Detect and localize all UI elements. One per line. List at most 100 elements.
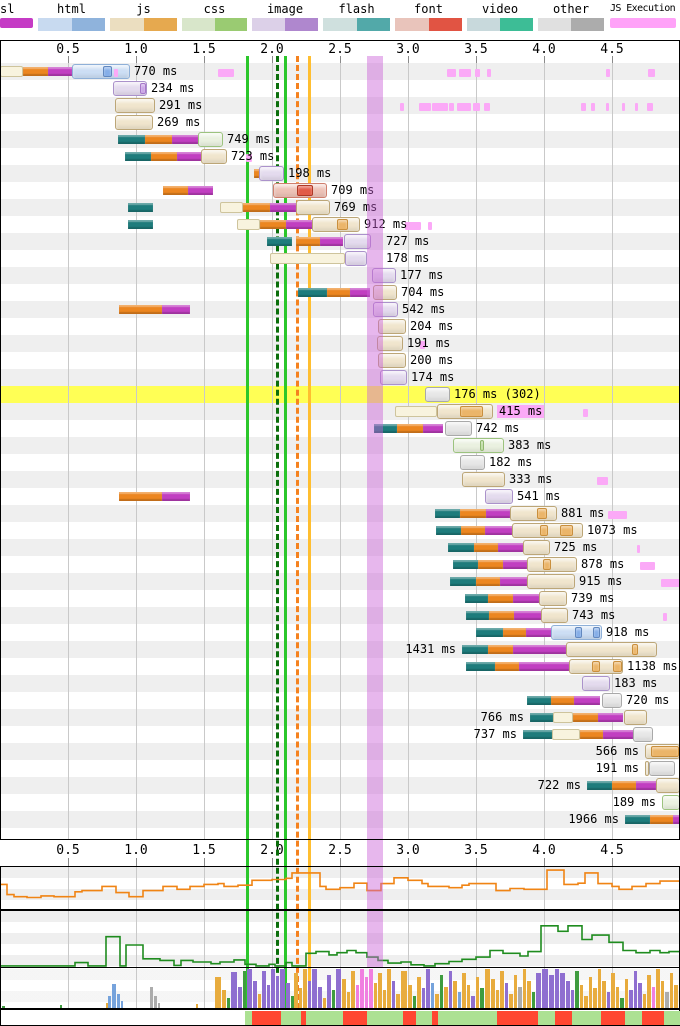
request-row[interactable]: 723 ms [0,148,680,165]
request-row[interactable]: 722 ms [0,777,680,794]
segment-other [649,761,675,776]
segment-magenta [519,662,569,671]
request-time-label: 198 ms [288,166,332,180]
request-row[interactable]: 912 ms [0,216,680,233]
request-row[interactable]: 415 ms [0,403,680,420]
axis-tick-label: 3.5 [464,42,488,57]
axis-tick-label: 1.5 [192,843,216,858]
segment-orange [151,152,177,161]
request-row[interactable]: 1073 ms [0,522,680,539]
request-row[interactable]: 918 ms [0,624,680,641]
request-row[interactable]: 177 ms [0,267,680,284]
request-row[interactable]: 269 ms [0,114,680,131]
main-thread-activity-bar [247,969,252,1008]
request-row[interactable]: 189 ms [0,794,680,811]
request-row[interactable]: 182 ms [0,454,680,471]
request-row[interactable]: 720 ms [0,692,680,709]
axis-tick-label: 0.5 [56,42,80,57]
main-thread-activity-bar [467,985,470,1008]
gridline [408,866,409,1009]
request-time-label: 749 ms [227,132,271,146]
request-row[interactable]: 725 ms [0,539,680,556]
main-thread-activity-bar [117,994,120,1008]
segment-orange [495,662,519,671]
segment-js [377,336,403,351]
request-row[interactable]: 766 ms [0,709,680,726]
request-row[interactable]: 333 ms [0,471,680,488]
request-time-label: 269 ms [157,115,201,129]
legend-item-js: js [110,2,177,31]
segment-orange [254,169,259,178]
request-row[interactable]: 709 ms [0,182,680,199]
request-row[interactable]: 541 ms [0,488,680,505]
request-row[interactable]: 770 ms [0,63,680,80]
request-row[interactable]: 769 ms [0,199,680,216]
main-thread-activity-bar [342,979,346,1008]
main-thread-activity-bar [514,975,517,1008]
request-row[interactable]: 704 ms [0,284,680,301]
request-row[interactable]: 749 ms [0,131,680,148]
request-row[interactable]: 878 ms [0,556,680,573]
request-row[interactable]: 881 ms [0,505,680,522]
main-thread-activity-bar [299,988,302,1008]
axis-tick-mark [272,56,273,63]
main-thread-activity-bar [523,969,526,1008]
main-thread-activity-bar [593,988,597,1008]
request-row[interactable]: 743 ms [0,607,680,624]
segment-teal [128,203,153,212]
legend-item-video: video [467,2,533,31]
segment-magenta [162,492,190,501]
request-row[interactable]: 737 ms [0,726,680,743]
request-row[interactable]: 383 ms [0,437,680,454]
request-row[interactable]: 742 ms [0,420,680,437]
axis-tick-label: 0.5 [56,843,80,858]
main-thread-activity-bar [616,987,619,1008]
request-row[interactable]: 566 ms [0,743,680,760]
request-row[interactable]: 234 ms [0,80,680,97]
main-thread-activity-bar [383,990,386,1008]
js-execution-blip [597,477,608,485]
request-row[interactable]: 1966 ms [0,811,680,828]
main-thread-activity-bar [318,987,322,1008]
request-row[interactable]: 191 ms [0,335,680,352]
legend-item-other: other [538,2,604,31]
segment-magenta [513,594,539,603]
request-row[interactable]: 1431 ms [0,641,680,658]
main-thread-activity-bar [471,996,475,1008]
main-thread-activity-bar [378,973,382,1008]
main-thread-activity-bar [674,985,678,1008]
request-row[interactable]: 183 ms [0,675,680,692]
segment-teal [465,594,488,603]
request-row[interactable]: 915 ms [0,573,680,590]
segment-orange [461,526,485,535]
request-row[interactable]: 191 ms [0,760,680,777]
font-swatch [395,18,462,31]
segment-orange [145,135,172,144]
main-thread-activity-bar [480,988,484,1008]
request-row[interactable]: 178 ms [0,250,680,267]
segment-magenta [526,628,551,637]
activity-segment [281,1011,301,1025]
request-row[interactable]: 739 ms [0,590,680,607]
request-row[interactable]: 198 ms [0,165,680,182]
request-row[interactable]: 200 ms [0,352,680,369]
main-thread-graph-border [0,967,680,1009]
segment-img [259,166,284,181]
request-row[interactable]: 174 ms [0,369,680,386]
main-thread-activity-bar [303,969,307,1008]
js-execution-blip [606,69,610,77]
main-thread-activity-bar [323,998,326,1008]
request-row[interactable]: 1138 ms [0,658,680,675]
activity-segment [403,1011,416,1025]
request-row[interactable]: 176 ms (302) [0,386,680,403]
segment-orange [612,781,636,790]
main-thread-activity-bar [453,981,457,1008]
segment-jsd [537,508,547,519]
request-time-label: 881 ms [561,506,605,520]
main-thread-activity-bar [571,990,574,1008]
request-row[interactable]: 727 ms [0,233,680,250]
legend-label-image: image [266,2,304,16]
request-row[interactable]: 542 ms [0,301,680,318]
request-row[interactable]: 291 ms [0,97,680,114]
request-row[interactable]: 204 ms [0,318,680,335]
